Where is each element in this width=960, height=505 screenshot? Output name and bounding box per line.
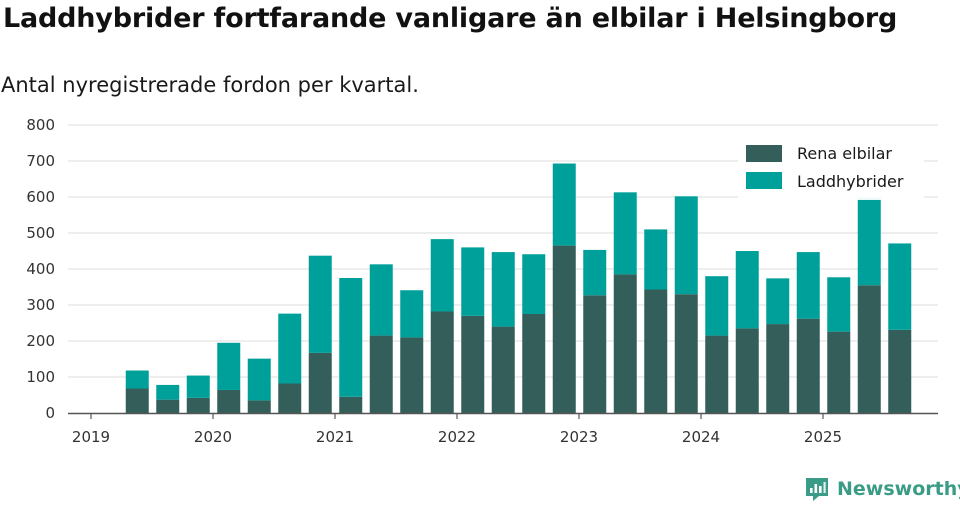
- x-tick-label: 2024: [682, 428, 720, 446]
- bar-laddhybrider: [552, 163, 576, 246]
- newsworthy-logo-icon: [806, 478, 828, 501]
- legend-label-laddhybrider: Laddhybrider: [797, 172, 904, 191]
- y-tick-label: 700: [26, 152, 55, 170]
- bar-laddhybrider: [308, 255, 332, 353]
- bar-rena-elbilar: [339, 396, 363, 413]
- y-tick-label: 300: [26, 296, 55, 314]
- y-tick-label: 0: [45, 404, 55, 422]
- brand-name: Newsworthy: [837, 478, 960, 500]
- y-tick-label: 800: [26, 116, 55, 134]
- legend-swatch-laddhybrider: [746, 172, 782, 189]
- bar-laddhybrider: [156, 384, 180, 400]
- bar-rena-elbilar: [308, 352, 332, 413]
- newsworthy-brand[interactable]: Newsworthy: [804, 474, 960, 504]
- bar-rena-elbilar: [125, 388, 149, 413]
- bar-rena-elbilar: [156, 399, 180, 413]
- x-axis-ticks: 2019 2020 2021 2022 2023 2024 2025: [72, 413, 842, 446]
- y-tick-label: 600: [26, 188, 55, 206]
- x-tick-label: 2021: [316, 428, 354, 446]
- bar-laddhybrider: [827, 277, 851, 332]
- bar-rena-elbilar: [247, 400, 271, 413]
- y-tick-label: 200: [26, 332, 55, 350]
- bar-rena-elbilar: [766, 324, 790, 413]
- bar-rena-elbilar: [522, 314, 546, 413]
- y-tick-label: 100: [26, 368, 55, 386]
- bar-rena-elbilar: [827, 331, 851, 413]
- chart-title: Laddhybrider fortfarande vanligare än el…: [3, 3, 898, 34]
- bar-rena-elbilar: [644, 289, 668, 413]
- y-tick-label: 500: [26, 224, 55, 242]
- bars: [125, 163, 912, 413]
- bar-rena-elbilar: [796, 318, 820, 413]
- bar-laddhybrider: [491, 252, 515, 327]
- bar-laddhybrider: [735, 251, 759, 329]
- bar-laddhybrider: [217, 342, 241, 390]
- bar-rena-elbilar: [583, 295, 607, 413]
- bar-laddhybrider: [278, 313, 302, 384]
- chart-subtitle: Antal nyregistrerade fordon per kvartal.: [1, 73, 419, 97]
- bar-laddhybrider: [461, 247, 485, 316]
- bar-laddhybrider: [125, 370, 149, 389]
- x-tick-label: 2019: [72, 428, 110, 446]
- bar-laddhybrider: [644, 229, 668, 290]
- legend-label-rena-elbilar: Rena elbilar: [797, 144, 892, 163]
- x-tick-label: 2020: [194, 428, 232, 446]
- bar-rena-elbilar: [430, 311, 454, 413]
- bar-rena-elbilar: [278, 383, 302, 413]
- bar-laddhybrider: [186, 375, 210, 398]
- bar-laddhybrider: [857, 198, 881, 286]
- bar-laddhybrider: [339, 278, 363, 397]
- bar-rena-elbilar: [491, 326, 515, 413]
- bar-laddhybrider: [369, 264, 393, 336]
- bar-rena-elbilar: [217, 389, 241, 413]
- bar-laddhybrider: [613, 192, 637, 275]
- bar-rena-elbilar: [613, 274, 637, 413]
- bar-laddhybrider: [247, 358, 271, 401]
- bar-laddhybrider: [400, 290, 424, 338]
- bar-rena-elbilar: [857, 285, 881, 413]
- bar-laddhybrider: [766, 278, 790, 325]
- bar-laddhybrider: [705, 276, 729, 336]
- bar-laddhybrider: [583, 249, 607, 296]
- bar-laddhybrider: [430, 239, 454, 312]
- bar-rena-elbilar: [461, 315, 485, 413]
- x-tick-label: 2025: [804, 428, 842, 446]
- bar-laddhybrider: [522, 254, 546, 314]
- bar-rena-elbilar: [552, 245, 576, 413]
- x-tick-label: 2023: [560, 428, 598, 446]
- y-axis-ticks: 0 100 200 300 400 500 600 700 800: [26, 116, 55, 422]
- bar-laddhybrider: [796, 252, 820, 319]
- bar-rena-elbilar: [674, 294, 698, 413]
- bar-rena-elbilar: [735, 328, 759, 413]
- bar-laddhybrider: [888, 243, 912, 330]
- bar-laddhybrider: [674, 196, 698, 295]
- bar-rena-elbilar: [888, 329, 912, 413]
- bar-rena-elbilar: [186, 397, 210, 413]
- y-tick-label: 400: [26, 260, 55, 278]
- x-tick-label: 2022: [438, 428, 476, 446]
- legend: Rena elbilar Laddhybrider: [738, 138, 924, 200]
- bar-rena-elbilar: [400, 337, 424, 413]
- bar-rena-elbilar: [369, 335, 393, 413]
- legend-swatch-rena-elbilar: [746, 145, 782, 162]
- bar-rena-elbilar: [705, 335, 729, 413]
